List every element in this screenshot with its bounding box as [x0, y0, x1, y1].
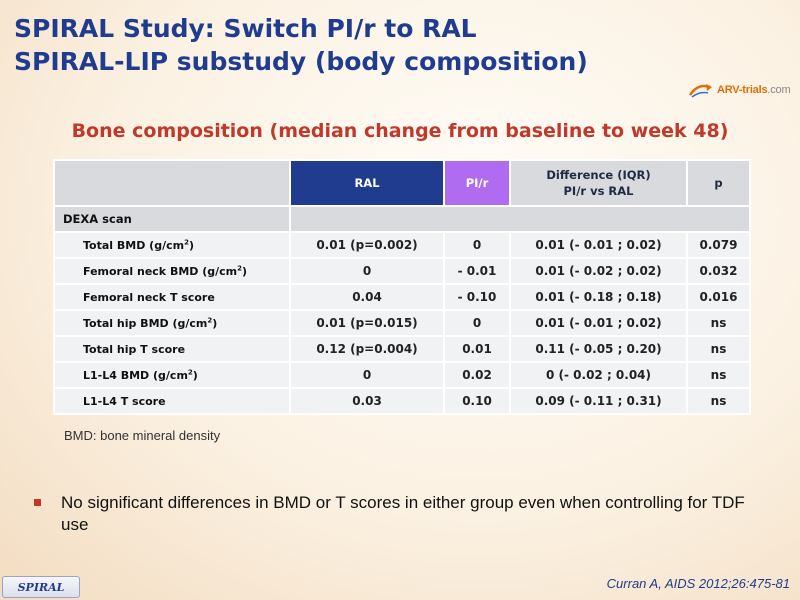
title-line-1: SPIRAL Study: Switch PI/r to RAL [14, 14, 477, 43]
table-row: Total hip T score 0.12 (p=0.004) 0.01 0.11 … [53, 335, 751, 363]
cell-p: 0.032 [686, 257, 751, 285]
cell-difference: 0.01 (- 0.01 ; 0.02) [509, 309, 688, 337]
cell-pir: 0.02 [443, 361, 511, 389]
cell-difference: 0 (- 0.02 ; 0.04) [509, 361, 688, 389]
cell-p: 0.079 [686, 231, 751, 259]
logo-suffix: .com [767, 84, 791, 96]
slide-title: SPIRAL Study: Switch PI/r to RAL SPIRAL-… [14, 12, 588, 78]
header-difference-line1: Difference (IQR) [546, 168, 651, 182]
cell-pir: 0.10 [443, 387, 511, 415]
table-row: L1-L4 T score 0.03 0.10 0.09 (- 0.11 ; 0.31… [53, 387, 751, 415]
table-header-row: RAL PI/r Difference (IQR) PI/r vs RAL p [53, 159, 751, 207]
section-label: DEXA scan [53, 205, 291, 233]
cell-pir: 0 [443, 309, 511, 337]
table-row: Femoral neck T score 0.04- 0.10 0.01 (- 0.… [53, 283, 751, 311]
section-subtitle: Bone composition (median change from bas… [71, 120, 729, 142]
cell-p: ns [686, 361, 751, 389]
header-p: p [686, 159, 751, 207]
table-row: Total BMD (g/cm2) 0.01 (p=0.002) 0 0.01 (- … [53, 231, 751, 259]
cell-p: ns [686, 335, 751, 363]
cell-p: ns [686, 387, 751, 415]
cell-p: 0.016 [686, 283, 751, 311]
cell-difference: 0.09 (- 0.11 ; 0.31) [509, 387, 688, 415]
spiral-badge: SPIRAL [2, 576, 80, 598]
cell-difference: 0.11 (- 0.05 ; 0.20) [509, 335, 688, 363]
citation: Curran A, AIDS 2012;26:475-81 [606, 576, 790, 591]
logo-name: ARV-trials [717, 84, 768, 96]
cell-difference: 0.01 (- 0.18 ; 0.18) [509, 283, 688, 311]
bullet-item: No significant differences in BMD or T s… [34, 492, 754, 536]
cell-difference: 0.01 (- 0.01 ; 0.02) [509, 231, 688, 259]
cell-pir: 0.01 [443, 335, 511, 363]
cell-p: ns [686, 309, 751, 337]
row-label: Total hip BMD (g/cm2) [53, 309, 291, 337]
cell-difference: 0.01 (- 0.02 ; 0.02) [509, 257, 688, 285]
bone-composition-table: RAL PI/r Difference (IQR) PI/r vs RAL p … [53, 159, 751, 415]
header-ral: RAL [289, 159, 445, 207]
row-label: L1-L4 BMD (g/cm2) [53, 361, 291, 389]
row-label: L1-L4 T score [53, 387, 291, 415]
cell-pir: - 0.10 [443, 283, 511, 311]
cell-ral: 0 [289, 257, 445, 285]
swoosh-arrow-icon [688, 84, 712, 98]
table-row: L1-L4 BMD (g/cm2) 0 0.02 0 (- 0.02 ; 0.04) n… [53, 361, 751, 389]
header-blank-cell [53, 159, 291, 207]
cell-ral: 0.01 (p=0.015) [289, 309, 445, 337]
table-row: Femoral neck BMD (g/cm2) 0- 0.01 0.01 (- 0… [53, 257, 751, 285]
section-filler [289, 205, 751, 233]
header-difference: Difference (IQR) PI/r vs RAL [509, 159, 688, 207]
title-line-2: SPIRAL-LIP substudy (body composition) [14, 47, 588, 76]
header-difference-line2: PI/r vs RAL [563, 184, 634, 198]
cell-ral: 0.01 (p=0.002) [289, 231, 445, 259]
row-label: Femoral neck T score [53, 283, 291, 311]
footnote: BMD: bone mineral density [64, 428, 221, 443]
section-row-dexa: DEXA scan [53, 205, 751, 233]
cell-ral: 0.04 [289, 283, 445, 311]
cell-pir: 0 [443, 231, 511, 259]
cell-ral: 0.12 (p=0.004) [289, 335, 445, 363]
row-label: Femoral neck BMD (g/cm2) [53, 257, 291, 285]
cell-ral: 0 [289, 361, 445, 389]
row-label: Total hip T score [53, 335, 291, 363]
square-bullet-icon [34, 499, 41, 506]
header-pir: PI/r [443, 159, 511, 207]
cell-ral: 0.03 [289, 387, 445, 415]
table-row: Total hip BMD (g/cm2) 0.01 (p=0.015) 0 0.01… [53, 309, 751, 337]
row-label: Total BMD (g/cm2) [53, 231, 291, 259]
bullet-text: No significant differences in BMD or T s… [61, 493, 745, 534]
arv-trials-logo: ARV-trials.com [688, 78, 794, 102]
cell-pir: - 0.01 [443, 257, 511, 285]
